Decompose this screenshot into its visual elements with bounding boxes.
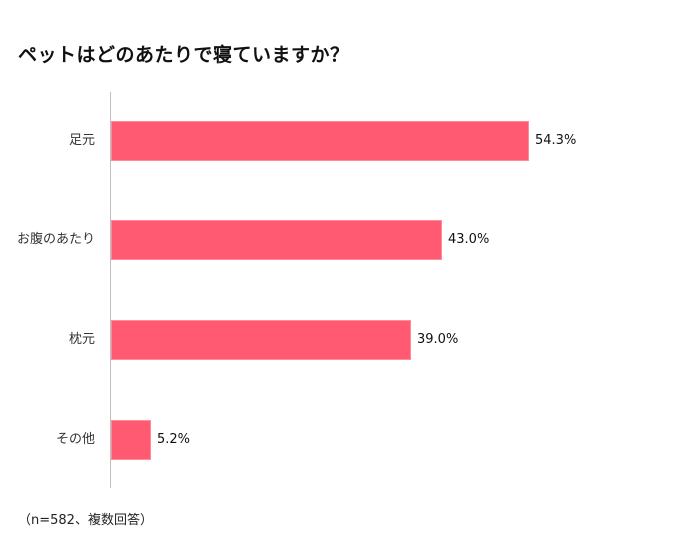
bar-row: その他 5.2% bbox=[0, 420, 700, 460]
bar bbox=[111, 121, 529, 161]
category-label: その他 bbox=[55, 432, 95, 447]
bar-row: 足元 54.3% bbox=[0, 121, 700, 161]
category-label: 枕元 bbox=[68, 332, 95, 347]
value-label: 54.3% bbox=[535, 133, 577, 148]
chart-title: ペットはどのあたりで寝ていますか？ bbox=[18, 44, 350, 66]
category-label: 足元 bbox=[68, 133, 95, 148]
value-label: 43.0% bbox=[448, 232, 490, 247]
bar bbox=[111, 320, 411, 360]
value-label: 39.0% bbox=[417, 332, 459, 347]
sample-size-note: （n=582、複数回答） bbox=[18, 513, 153, 528]
y-axis-line bbox=[110, 92, 111, 488]
bar bbox=[111, 220, 442, 260]
category-label: お腹のあたり bbox=[16, 232, 95, 247]
bar bbox=[111, 420, 151, 460]
bar-row: お腹のあたり 43.0% bbox=[0, 220, 700, 260]
bar-row: 枕元 39.0% bbox=[0, 320, 700, 360]
value-label: 5.2% bbox=[157, 432, 191, 447]
